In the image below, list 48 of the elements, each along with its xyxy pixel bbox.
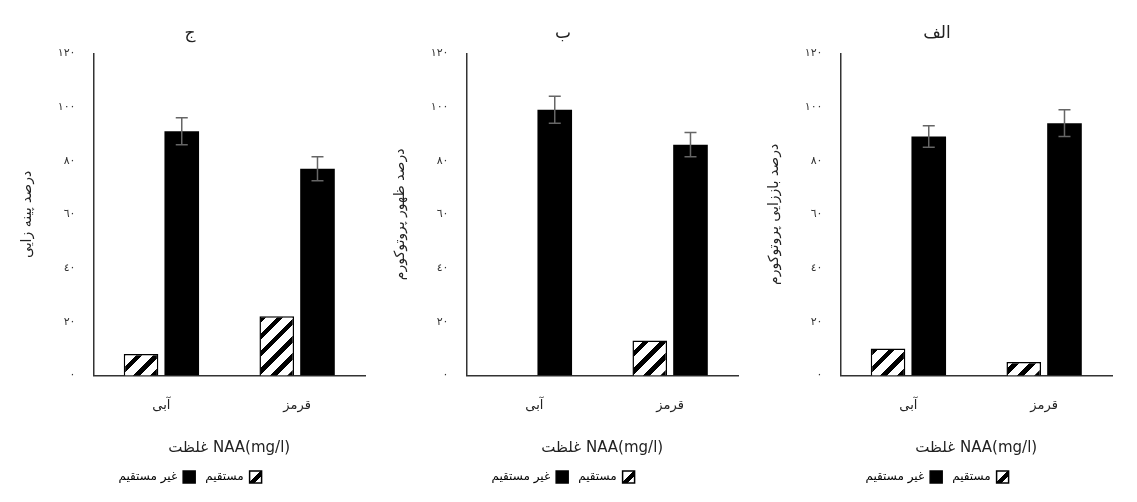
y-tick-label: ٢٠ <box>63 314 76 328</box>
legend-label: مستقیم <box>578 469 618 484</box>
y-axis-title: درصد ظهور پروتوکورم <box>391 148 409 281</box>
y-tick-label: ٤٠ <box>63 260 76 274</box>
y-tick-label: ٤٠ <box>437 260 450 274</box>
chart-title: الف <box>923 21 951 42</box>
chart-title: ب <box>555 21 572 42</box>
x-axis-title: غلظت NAA(mg/l) <box>915 437 1038 456</box>
x-tick-label: آبی <box>525 395 546 412</box>
x-axis-title: غلظت NAA(mg/l) <box>541 437 664 456</box>
y-tick-label: ١٢٠ <box>804 46 823 60</box>
y-tick-label: ٦٠ <box>810 207 823 221</box>
y-tick-label: ٦٠ <box>437 207 450 221</box>
x-tick-label: قرمز <box>655 396 685 413</box>
y-tick-label: ٠ <box>443 368 450 382</box>
x-axis-title: غلظت NAA(mg/l) <box>168 437 291 456</box>
x-tick-label: آبی <box>899 395 919 412</box>
y-tick-label: ١٠٠ <box>57 99 76 113</box>
bar <box>300 168 335 376</box>
y-tick-label: ١٠٠ <box>804 99 823 113</box>
y-tick-label: ٨٠ <box>437 153 450 167</box>
y-tick-label: ٢٠ <box>437 314 450 328</box>
y-tick-label: ٨٠ <box>810 153 823 167</box>
legend-label: غیر مستقیم <box>865 469 925 485</box>
legend-label: غیر مستقیم <box>118 469 177 485</box>
y-tick-label: ١٢٠ <box>431 46 450 60</box>
legend-label: مستقیم <box>952 469 991 484</box>
y-tick-label: ٠ <box>816 368 823 382</box>
y-axis-title: درصد باززایی پروتوکورم <box>765 143 783 285</box>
chart-title: ج <box>184 21 196 43</box>
y-tick-label: ٦٠ <box>63 207 76 221</box>
y-tick-label: ٨٠ <box>63 153 76 167</box>
x-tick-label: آبی <box>152 395 172 412</box>
y-tick-label: ٠ <box>69 368 76 382</box>
y-tick-label: ٤٠ <box>810 260 823 274</box>
y-tick-label: ١٠٠ <box>431 99 450 113</box>
y-tick-label: ٢٠ <box>810 314 823 328</box>
x-tick-label: قرمز <box>282 396 311 413</box>
bar <box>911 136 947 376</box>
legend-label: غیر مستقیم <box>491 469 551 485</box>
y-tick-label: ١٢٠ <box>57 46 76 60</box>
x-tick-label: قرمز <box>1029 396 1059 413</box>
bar <box>537 109 573 376</box>
bar <box>673 144 709 376</box>
y-axis-title: درصد پینه زایی <box>17 170 35 258</box>
legend-label: مستقیم <box>204 469 244 484</box>
bar <box>164 131 199 376</box>
bar <box>1047 123 1082 376</box>
